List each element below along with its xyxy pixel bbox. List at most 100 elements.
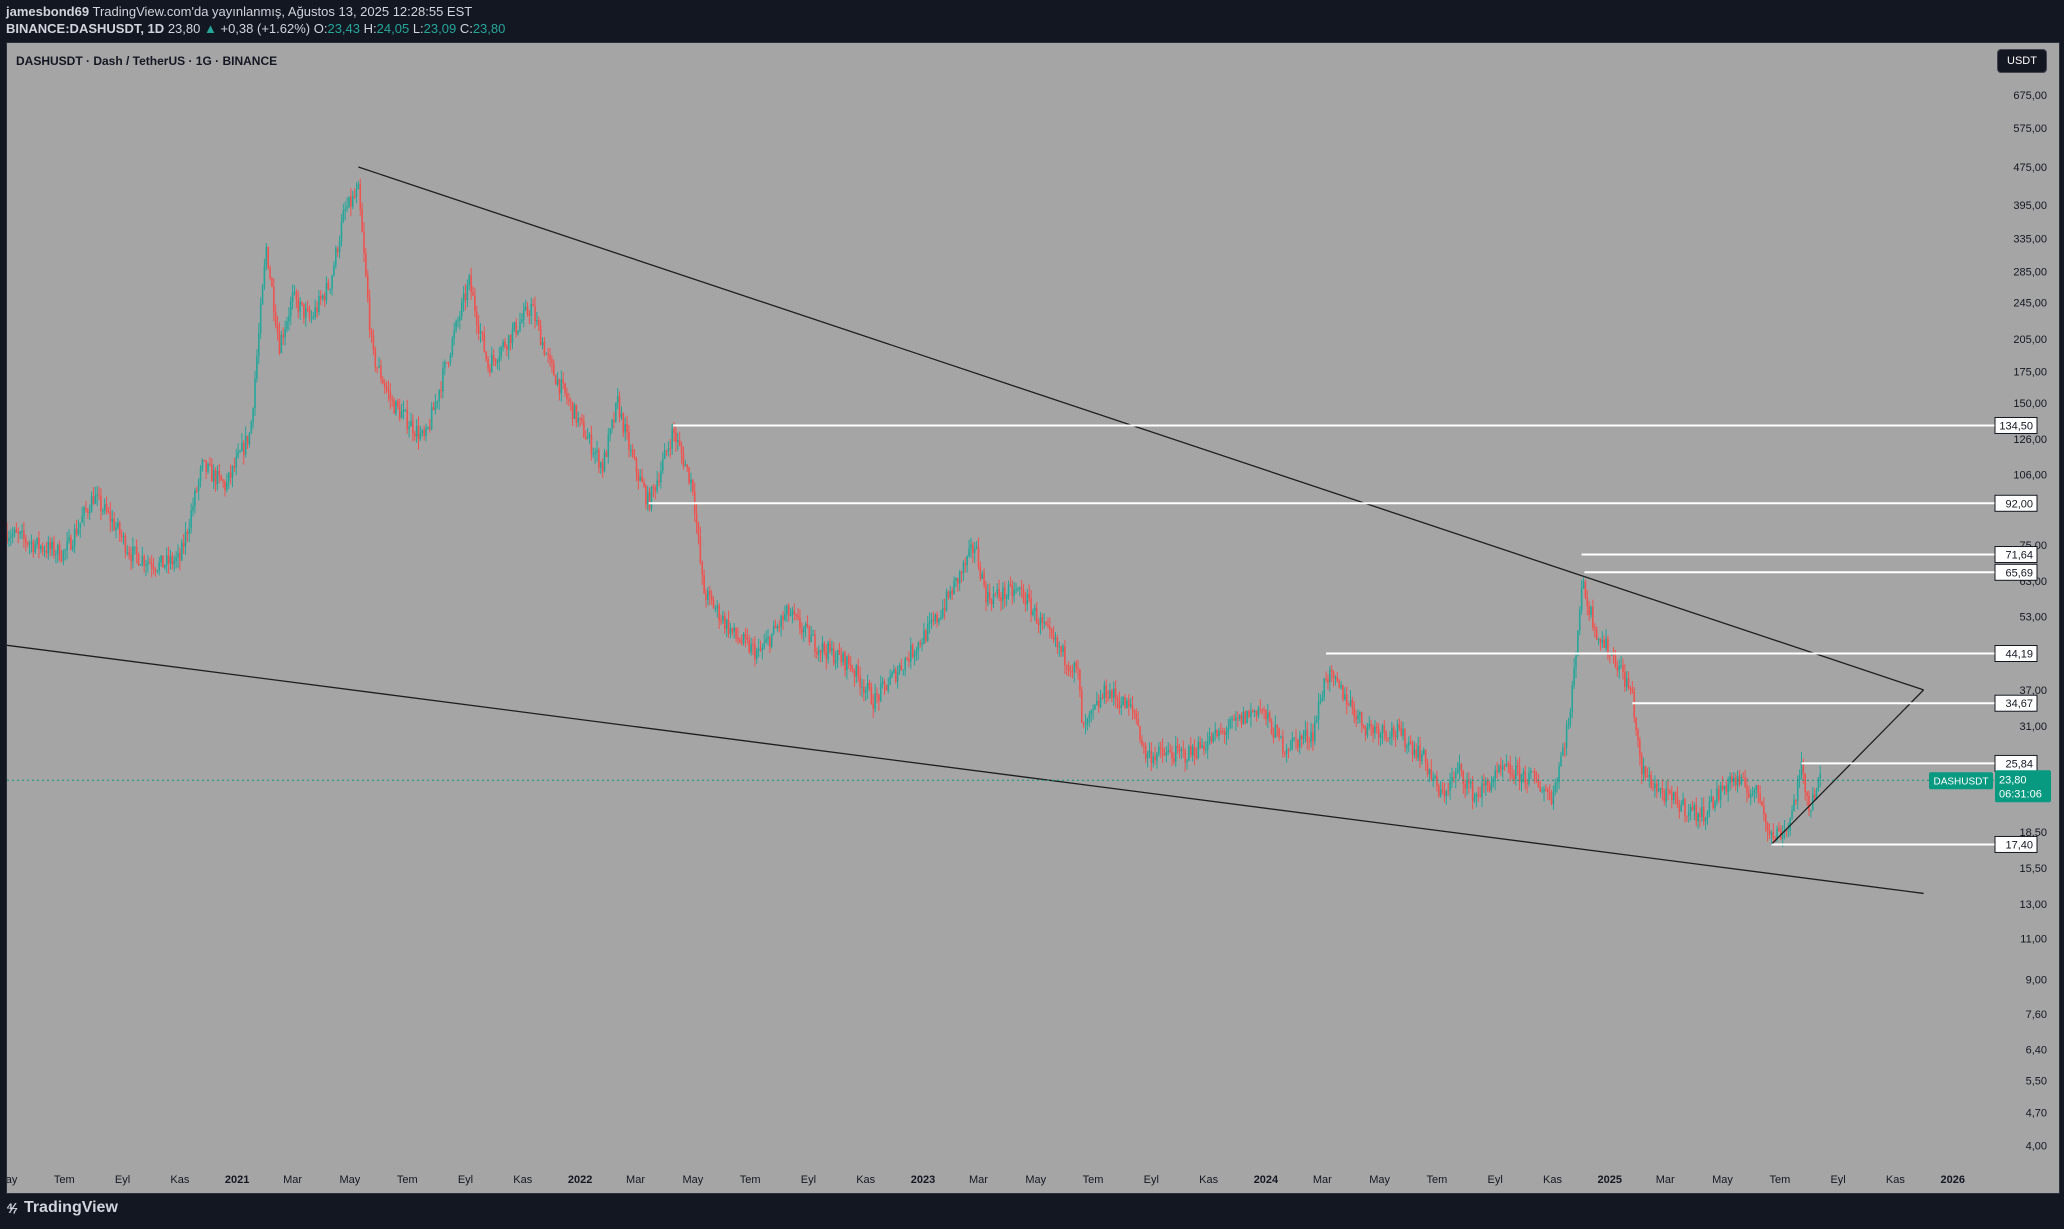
candle-body — [1133, 709, 1136, 713]
candle-body — [459, 316, 461, 321]
candle-body — [1077, 667, 1079, 670]
candle-body — [876, 693, 878, 695]
candle-body — [1238, 715, 1241, 719]
candle-body — [1659, 787, 1662, 789]
candle-body — [1300, 735, 1303, 740]
candle-body — [389, 391, 392, 400]
currency-button[interactable]: USDT — [1997, 49, 2047, 73]
chart-title: DASHUSDT · Dash / TetherUS · 1G · BINANC… — [16, 54, 278, 68]
candle-body — [549, 354, 551, 360]
candle-body — [637, 472, 640, 481]
candle-body — [350, 196, 352, 207]
x-tick-label: Mar — [969, 1174, 988, 1186]
candle-body — [1597, 638, 1600, 640]
candle-body — [1045, 622, 1047, 625]
candle-body — [925, 630, 927, 641]
candle-body — [404, 409, 407, 411]
candle-body — [1109, 690, 1111, 699]
candle-body — [827, 642, 829, 659]
candle-body — [923, 630, 925, 644]
candle-body — [855, 665, 858, 677]
candle-body — [1501, 766, 1504, 770]
candle-body — [1663, 793, 1666, 802]
chart-area[interactable]: 800,00675,00575,00475,00395,00335,00285,… — [6, 42, 2060, 1194]
candle-body — [13, 529, 16, 534]
candle-body — [1691, 806, 1694, 810]
candle-body — [282, 335, 285, 338]
candle-body — [1092, 708, 1094, 710]
candle-body — [73, 528, 76, 547]
candle-body — [889, 676, 891, 685]
candle-body — [774, 625, 777, 629]
candle-body — [1496, 770, 1498, 773]
candle-body — [541, 341, 544, 346]
candle-body — [1616, 667, 1619, 671]
candle-body — [1127, 700, 1130, 707]
candle-body — [814, 634, 816, 652]
candle-body — [1473, 797, 1476, 802]
candle-body — [934, 614, 937, 622]
candle-body — [507, 335, 510, 350]
candle-body — [1221, 731, 1224, 733]
candle-body — [836, 649, 839, 661]
candle-body — [1734, 777, 1737, 786]
candle-body — [1146, 753, 1149, 759]
candle-body — [1156, 753, 1158, 761]
candle-body — [34, 544, 36, 552]
candle-body — [568, 399, 570, 401]
candle-body — [1274, 725, 1277, 738]
bar-countdown: 06:31:06 — [1999, 788, 2042, 800]
candle-body — [603, 452, 606, 472]
candle-body — [242, 442, 245, 455]
candle-body — [1240, 715, 1243, 724]
candle-body — [1453, 777, 1455, 779]
candle-body — [169, 556, 172, 564]
candle-body — [1357, 715, 1359, 720]
candle-body — [1672, 792, 1675, 801]
candle-body — [415, 425, 418, 437]
candle-body — [759, 648, 762, 650]
candle-body — [165, 555, 168, 566]
candle-body — [171, 556, 174, 565]
symbol-badge — [1929, 772, 1993, 790]
candle-body — [1043, 622, 1046, 624]
y-tick-label: 5,50 — [2026, 1075, 2047, 1087]
candle-body — [203, 459, 206, 461]
candle-body — [750, 644, 752, 652]
candle-body — [519, 322, 521, 331]
x-tick-label: May — [1025, 1174, 1046, 1186]
candle-body — [1312, 732, 1314, 742]
candle-body — [575, 404, 578, 423]
candle-body — [1708, 801, 1711, 812]
candle-body — [235, 456, 238, 468]
candle-body — [1199, 741, 1201, 749]
candle-body — [179, 552, 181, 561]
level-price-label: 25,84 — [2005, 758, 2033, 770]
candle-body — [1169, 750, 1171, 753]
y-tick-label: 575,00 — [2013, 123, 2047, 135]
candle-body — [970, 544, 972, 549]
candle-body — [269, 268, 271, 279]
candle-body — [928, 621, 931, 624]
candle-body — [1351, 700, 1354, 708]
price-chart-svg[interactable]: 800,00675,00575,00475,00395,00335,00285,… — [7, 43, 2059, 1193]
candle-body — [216, 470, 219, 485]
candle-body — [1697, 813, 1699, 822]
candle-body — [118, 522, 121, 536]
candle-body — [460, 301, 463, 317]
x-tick-label: Mar — [1313, 1174, 1332, 1186]
candle-body — [1817, 778, 1820, 791]
candle-body — [1481, 783, 1483, 798]
candle-body — [267, 247, 269, 269]
candle-body — [149, 561, 151, 564]
candle-body — [707, 590, 709, 600]
candle-body — [859, 675, 861, 688]
candle-body — [56, 544, 59, 555]
candle-body — [288, 316, 290, 322]
candle-body — [88, 512, 91, 514]
last-price-badge — [1995, 770, 2051, 803]
candle-body — [1802, 761, 1805, 774]
candle-body — [453, 330, 456, 339]
x-tick-label: Eyl — [1488, 1174, 1503, 1186]
x-tick-label: May — [1712, 1174, 1733, 1186]
